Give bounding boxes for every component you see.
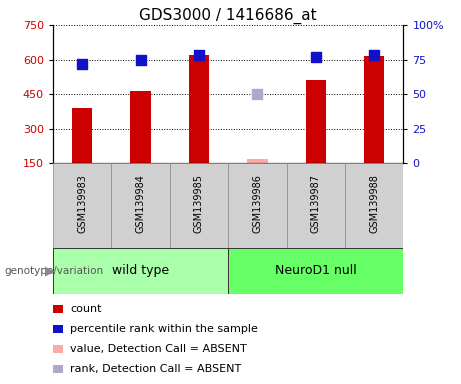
Text: GSM139983: GSM139983 [77, 174, 87, 233]
Point [371, 52, 378, 58]
Point [137, 56, 144, 63]
Bar [306, 80, 326, 163]
Bar [228, 163, 287, 248]
Bar [364, 56, 384, 163]
Text: genotype/variation: genotype/variation [5, 266, 104, 276]
Point [254, 91, 261, 97]
Bar [345, 163, 403, 248]
Text: GSM139985: GSM139985 [194, 174, 204, 233]
Bar [247, 159, 267, 163]
Point [195, 52, 203, 58]
Text: GSM139987: GSM139987 [311, 174, 321, 233]
Text: ▶: ▶ [45, 264, 54, 277]
Text: NeuroD1 null: NeuroD1 null [275, 264, 357, 277]
Text: rank, Detection Call = ABSENT: rank, Detection Call = ABSENT [70, 364, 241, 374]
Text: GSM139984: GSM139984 [136, 174, 146, 233]
Bar [72, 108, 92, 163]
Text: GSM139986: GSM139986 [252, 174, 262, 233]
Bar [53, 163, 112, 248]
Text: wild type: wild type [112, 264, 169, 277]
Point [78, 61, 86, 67]
Bar [170, 163, 228, 248]
Bar [112, 163, 170, 248]
Bar [189, 55, 209, 163]
Text: value, Detection Call = ABSENT: value, Detection Call = ABSENT [70, 344, 247, 354]
Bar [53, 248, 228, 294]
Point [312, 54, 319, 60]
Text: count: count [70, 304, 101, 314]
Text: percentile rank within the sample: percentile rank within the sample [70, 324, 258, 334]
Text: GSM139988: GSM139988 [369, 174, 379, 233]
Bar [228, 248, 403, 294]
Bar [287, 163, 345, 248]
Title: GDS3000 / 1416686_at: GDS3000 / 1416686_at [139, 7, 317, 23]
Bar [130, 91, 151, 163]
